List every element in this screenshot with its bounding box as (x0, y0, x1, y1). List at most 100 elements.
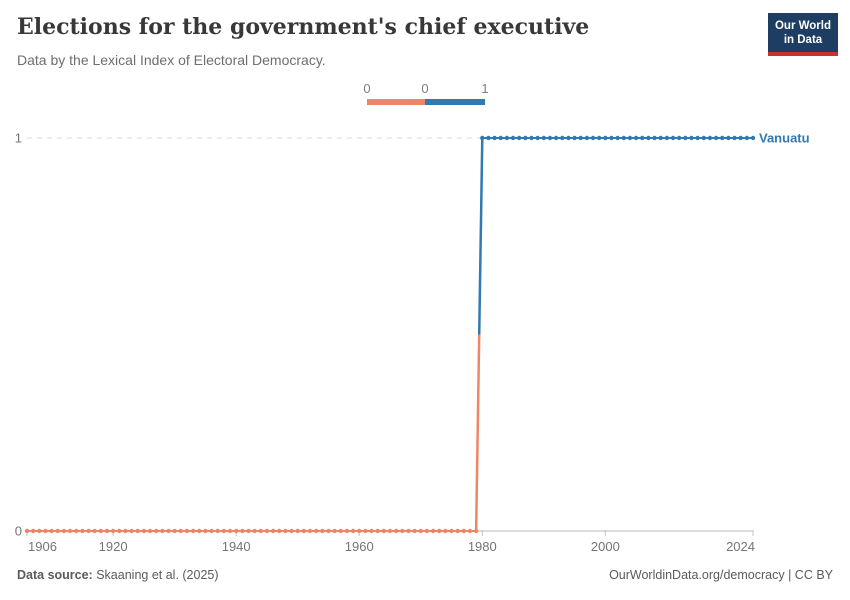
legend-tick-2: 1 (481, 81, 489, 96)
owid-logo-line1: Our World (774, 20, 831, 32)
data-point-marker (160, 528, 165, 534)
data-point-marker (301, 528, 307, 534)
data-point-marker (738, 135, 743, 141)
data-point-marker (270, 528, 276, 534)
data-point-marker (320, 528, 325, 534)
data-point-marker (744, 135, 750, 141)
data-point-marker (246, 528, 251, 534)
data-point-marker (154, 528, 159, 534)
page-title: Elections for the government's chief exe… (17, 14, 590, 40)
data-point-marker (584, 135, 590, 141)
data-point-marker (74, 528, 79, 534)
legend-tick-0: 0 (363, 81, 371, 96)
data-point-marker (289, 528, 294, 534)
transition-segment-lower (474, 334, 481, 532)
entity-label[interactable]: Vanuatu (759, 131, 810, 146)
x-tick-label-2000: 2000 (591, 539, 620, 554)
data-point-marker (418, 528, 423, 534)
data-point-marker (67, 528, 73, 534)
x-tick-label-1960: 1960 (345, 539, 374, 554)
owid-logo-line2: in Data (783, 34, 823, 47)
data-point-marker (683, 135, 688, 141)
data-point-marker (295, 528, 300, 534)
chart-footer: Data source: Skaaning et al. (2025) OurW… (17, 568, 833, 582)
data-point-marker (344, 528, 350, 534)
data-point-marker (621, 135, 626, 141)
data-point-marker (203, 528, 208, 534)
data-point-marker (80, 528, 85, 534)
data-point-marker (486, 135, 491, 141)
data-point-marker (283, 528, 288, 534)
data-source-label: Data source: (17, 568, 93, 582)
data-point-marker (147, 528, 153, 534)
data-point-marker (713, 135, 719, 141)
data-point-marker (676, 135, 682, 141)
legend-swatch-value-0[interactable] (367, 99, 425, 105)
x-tick-label-1940: 1940 (222, 539, 251, 554)
data-point-marker (233, 528, 239, 534)
data-point-marker (529, 135, 534, 141)
data-point-marker (701, 135, 706, 141)
data-point-marker (30, 528, 36, 534)
data-point-marker (37, 528, 42, 534)
legend-color-bar (367, 99, 485, 105)
data-point-marker (547, 135, 553, 141)
data-point-marker (209, 528, 214, 534)
data-point-marker (166, 528, 171, 534)
data-point-marker (553, 135, 559, 141)
data-point-marker (504, 135, 510, 141)
data-point-marker (695, 135, 700, 141)
data-point-marker (86, 528, 91, 534)
data-point-marker (461, 528, 467, 534)
data-point-marker (307, 528, 313, 534)
data-point-marker (61, 528, 67, 534)
data-point-marker (363, 528, 368, 534)
data-point-marker (412, 528, 417, 534)
data-point-marker (117, 528, 122, 534)
data-point-marker (332, 528, 337, 534)
data-point-marker (689, 135, 694, 141)
chart-subtitle: Data by the Lexical Index of Electoral D… (17, 52, 326, 68)
owid-credit-link[interactable]: OurWorldinData.org/democracy | CC BY (609, 568, 833, 582)
data-point-marker (178, 528, 184, 534)
data-point-marker (104, 528, 110, 534)
data-point-marker (98, 528, 104, 534)
data-point-marker (240, 528, 245, 534)
data-point-marker (640, 135, 645, 141)
data-point-marker (264, 528, 270, 534)
data-point-marker (406, 528, 411, 534)
data-point-marker (129, 528, 134, 534)
data-point-marker (123, 528, 128, 534)
data-point-marker (498, 135, 503, 141)
x-tick-label-2024: 2024 (726, 539, 755, 554)
data-point-marker (313, 528, 319, 534)
data-point-marker (590, 135, 596, 141)
data-point-marker (627, 135, 633, 141)
data-point-marker (707, 135, 713, 141)
data-point-marker (664, 135, 670, 141)
data-point-marker (596, 135, 602, 141)
data-point-marker (523, 135, 528, 141)
data-point-marker (480, 135, 485, 141)
data-point-marker (369, 528, 374, 534)
data-point-marker (252, 528, 257, 534)
legend-swatch-value-1[interactable] (425, 99, 485, 105)
series-vanuatu: Vanuatu (24, 131, 810, 534)
data-point-marker (221, 528, 227, 534)
owid-logo-accent-bar (768, 52, 838, 57)
data-point-marker (110, 528, 116, 534)
data-point-marker (726, 135, 731, 141)
data-point-marker (92, 528, 97, 534)
data-point-marker (43, 528, 48, 534)
data-point-marker (24, 528, 30, 534)
data-point-marker (670, 135, 676, 141)
data-point-marker (473, 528, 479, 534)
legend-tick-1: 0 (421, 81, 429, 96)
data-point-marker (375, 528, 380, 534)
data-point-marker (603, 135, 608, 141)
data-point-marker (541, 135, 547, 141)
data-point-marker (572, 135, 577, 141)
data-point-marker (455, 528, 460, 534)
owid-logo[interactable]: Our World in Data (768, 13, 838, 57)
